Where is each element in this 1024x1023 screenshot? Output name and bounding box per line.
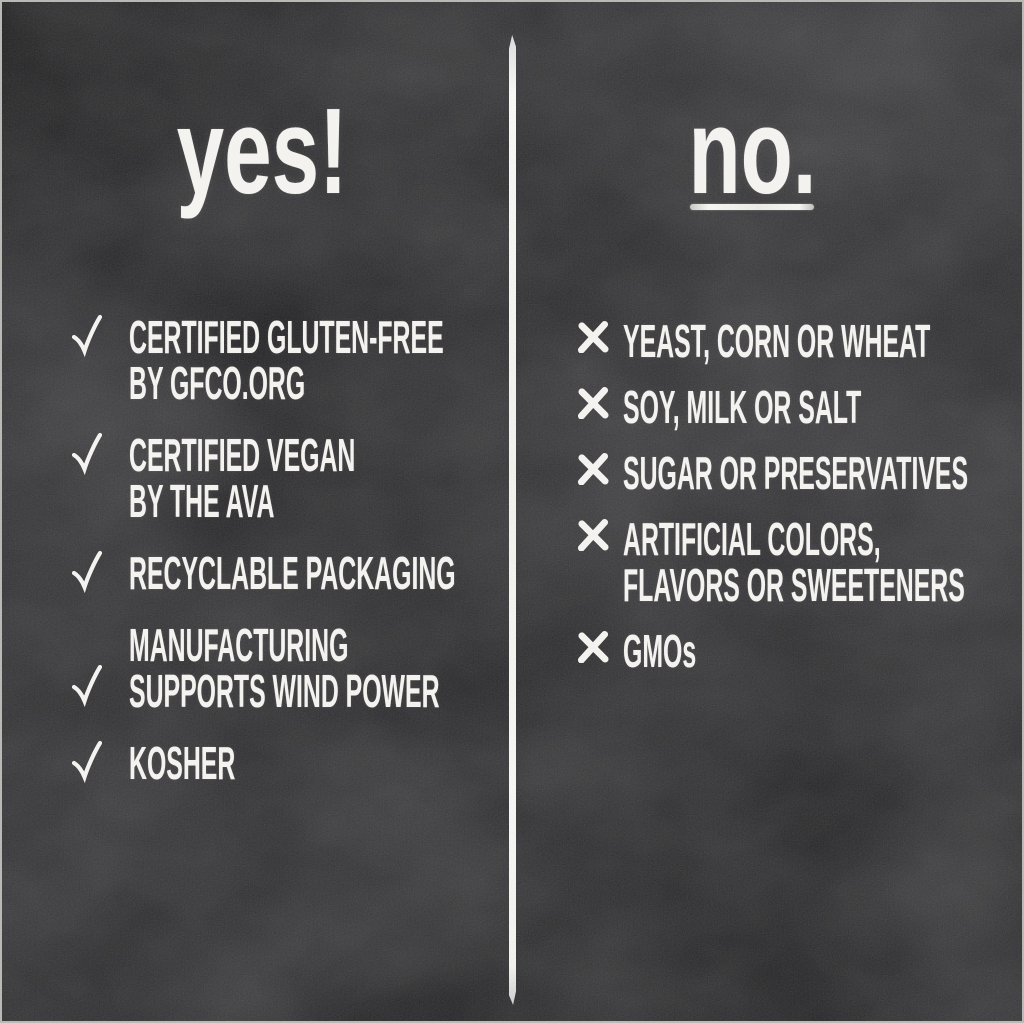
no-list: YEAST, CORN OR WHEAT SOY, MILK OR SALT	[560, 315, 1022, 694]
list-item-line1: MANUFACTURING	[129, 619, 349, 671]
yes-title: yes!	[62, 90, 462, 212]
list-item-line1: SUGAR OR PRESERVATIVES	[623, 447, 969, 499]
x-icon	[577, 518, 610, 551]
list-item: SUGAR OR PRESERVATIVES	[560, 447, 1022, 499]
list-item-line2: SUPPORTS WIND POWER	[129, 665, 440, 717]
list-item: MANUFACTURING SUPPORTS WIND POWER	[62, 622, 514, 714]
list-item: ARTIFICIAL COLORS, FLAVORS OR SWEETENERS	[560, 513, 1022, 611]
list-item: SOY, MILK OR SALT	[560, 381, 1022, 433]
list-item: KOSHER	[62, 740, 514, 786]
list-item-line1: KOSHER	[129, 737, 236, 789]
x-icon	[577, 452, 610, 485]
list-item-text: SOY, MILK OR SALT	[623, 381, 1022, 433]
list-item-text: CERTIFIED VEGAN BY THE AVA	[129, 432, 514, 524]
list-item: CERTIFIED GLUTEN-FREE BY GFCO.ORG	[62, 314, 514, 406]
list-item-line1: RECYCLABLE PACKAGING	[129, 547, 456, 599]
list-item-line1: SOY, MILK OR SALT	[623, 381, 862, 433]
list-item: RECYCLABLE PACKAGING	[62, 550, 514, 596]
check-icon	[72, 432, 102, 476]
check-icon	[72, 550, 102, 594]
x-icon	[577, 320, 610, 353]
check-icon	[72, 740, 102, 784]
list-item-line2: BY GFCO.ORG	[129, 357, 306, 409]
list-item-line1: CERTIFIED GLUTEN-FREE	[129, 311, 444, 363]
list-item-line1: ARTIFICIAL COLORS,	[623, 513, 881, 565]
list-item-line1: GMOs	[623, 625, 697, 677]
no-title-text: no.	[687, 83, 817, 219]
list-item-text: MANUFACTURING SUPPORTS WIND POWER	[129, 622, 514, 714]
no-title: no.	[552, 83, 952, 219]
list-item-text: SUGAR OR PRESERVATIVES	[623, 447, 1022, 499]
yes-title-text: yes!	[176, 83, 348, 219]
check-icon	[72, 664, 102, 708]
x-icon	[577, 630, 610, 663]
no-column: no. YEAST, CORN OR WHEAT SOY, MILK OR SA…	[514, 2, 1022, 1021]
list-item-line2: BY THE AVA	[129, 475, 275, 527]
column-divider-line	[509, 35, 516, 1005]
list-item-line1: CERTIFIED VEGAN	[129, 429, 356, 481]
list-item: CERTIFIED VEGAN BY THE AVA	[62, 432, 514, 524]
list-item-text: KOSHER	[129, 740, 326, 786]
check-icon	[72, 314, 102, 358]
list-item-line1: YEAST, CORN OR WHEAT	[623, 315, 931, 367]
list-item-text: CERTIFIED GLUTEN-FREE BY GFCO.ORG	[129, 314, 514, 406]
list-item: GMOs	[560, 628, 1022, 674]
list-item-line2: FLAVORS OR SWEETENERS	[623, 559, 965, 611]
list-item-text: RECYCLABLE PACKAGING	[129, 550, 514, 596]
list-item-text: YEAST, CORN OR WHEAT	[623, 315, 1022, 367]
list-item-text: ARTIFICIAL COLORS, FLAVORS OR SWEETENERS	[623, 513, 1022, 611]
x-icon	[577, 386, 610, 419]
yes-list: CERTIFIED GLUTEN-FREE BY GFCO.ORG CERTIF…	[62, 314, 514, 812]
yes-column: yes! CERTIFIED GLUTEN-FREE BY GFCO.ORG C…	[2, 2, 514, 1021]
list-item: YEAST, CORN OR WHEAT	[560, 315, 1022, 367]
list-item-text: GMOs	[623, 628, 758, 674]
